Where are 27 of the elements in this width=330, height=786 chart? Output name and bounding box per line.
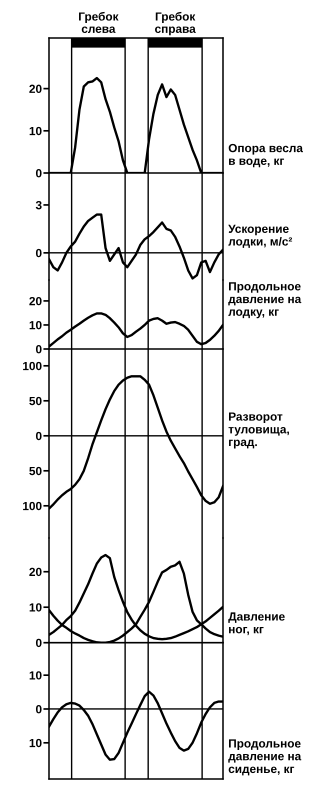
y-tick-label: 10 bbox=[30, 320, 42, 330]
y-tick-label: 0 bbox=[36, 169, 42, 178]
text: Опора весла в воде, кг bbox=[228, 144, 304, 168]
y-tick-label: 10 bbox=[30, 671, 42, 680]
text: Разворот туловища, град. bbox=[228, 412, 289, 448]
text: Гребок справа bbox=[155, 12, 196, 36]
y-tick-label: 20 bbox=[29, 296, 42, 306]
text: Гребок слева bbox=[79, 12, 119, 33]
y-tick-label: 0 bbox=[36, 248, 42, 258]
text: Ускорение лодки, м/с² bbox=[228, 224, 292, 248]
y-tick-label: 50 bbox=[29, 466, 42, 476]
y-tick-label: 100 bbox=[23, 502, 42, 510]
y-tick-label: 10 bbox=[30, 738, 42, 748]
text: Продольное давление на сиденье, кг bbox=[228, 739, 302, 776]
y-tick-label: 100 bbox=[23, 362, 42, 370]
y-tick-label: 0 bbox=[36, 432, 42, 440]
y-tick-label: 10 bbox=[30, 603, 42, 612]
y-tick-label: 10 bbox=[30, 126, 42, 136]
y-tick-label: 0 bbox=[36, 705, 42, 714]
text: Продольное давление на лодку, кг bbox=[228, 282, 302, 318]
y-tick-label: 50 bbox=[29, 396, 42, 406]
y-tick-label: 0 bbox=[36, 638, 42, 648]
text: Давление ног, кг bbox=[228, 612, 285, 636]
y-tick-label: 20 bbox=[29, 84, 42, 94]
y-tick-label: 20 bbox=[29, 568, 42, 576]
y-tick-label: 0 bbox=[36, 345, 42, 354]
y-tick-label: 3 bbox=[36, 200, 42, 210]
